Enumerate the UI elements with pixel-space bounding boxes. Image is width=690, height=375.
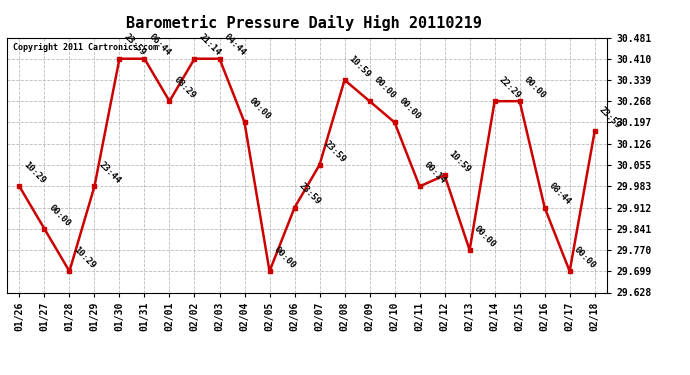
Text: 23:44: 23:44 (97, 160, 122, 186)
Text: 23:59: 23:59 (322, 139, 348, 164)
Text: 00:00: 00:00 (472, 224, 497, 249)
Text: Copyright 2011 Cartronics.com: Copyright 2011 Cartronics.com (13, 43, 158, 52)
Text: 00:14: 00:14 (422, 160, 448, 186)
Text: 00:00: 00:00 (47, 202, 72, 228)
Text: 00:00: 00:00 (397, 96, 422, 122)
Text: 10:59: 10:59 (447, 149, 473, 174)
Text: 23:59: 23:59 (122, 33, 148, 58)
Text: 00:00: 00:00 (522, 75, 548, 100)
Text: 23:59: 23:59 (297, 182, 322, 207)
Text: 00:00: 00:00 (272, 245, 297, 270)
Text: 04:44: 04:44 (222, 33, 248, 58)
Text: 10:29: 10:29 (22, 160, 48, 186)
Text: 08:29: 08:29 (172, 75, 197, 100)
Text: 23:59: 23:59 (598, 105, 622, 130)
Text: 00:00: 00:00 (372, 75, 397, 100)
Text: 21:14: 21:14 (197, 33, 222, 58)
Text: 00:00: 00:00 (572, 245, 598, 270)
Text: 10:59: 10:59 (347, 54, 373, 79)
Text: 22:29: 22:29 (497, 75, 522, 100)
Text: 10:29: 10:29 (72, 245, 97, 270)
Text: 06:44: 06:44 (147, 33, 172, 58)
Text: 08:44: 08:44 (547, 182, 573, 207)
Text: 00:00: 00:00 (247, 96, 273, 122)
Text: Barometric Pressure Daily High 20110219: Barometric Pressure Daily High 20110219 (126, 15, 482, 31)
